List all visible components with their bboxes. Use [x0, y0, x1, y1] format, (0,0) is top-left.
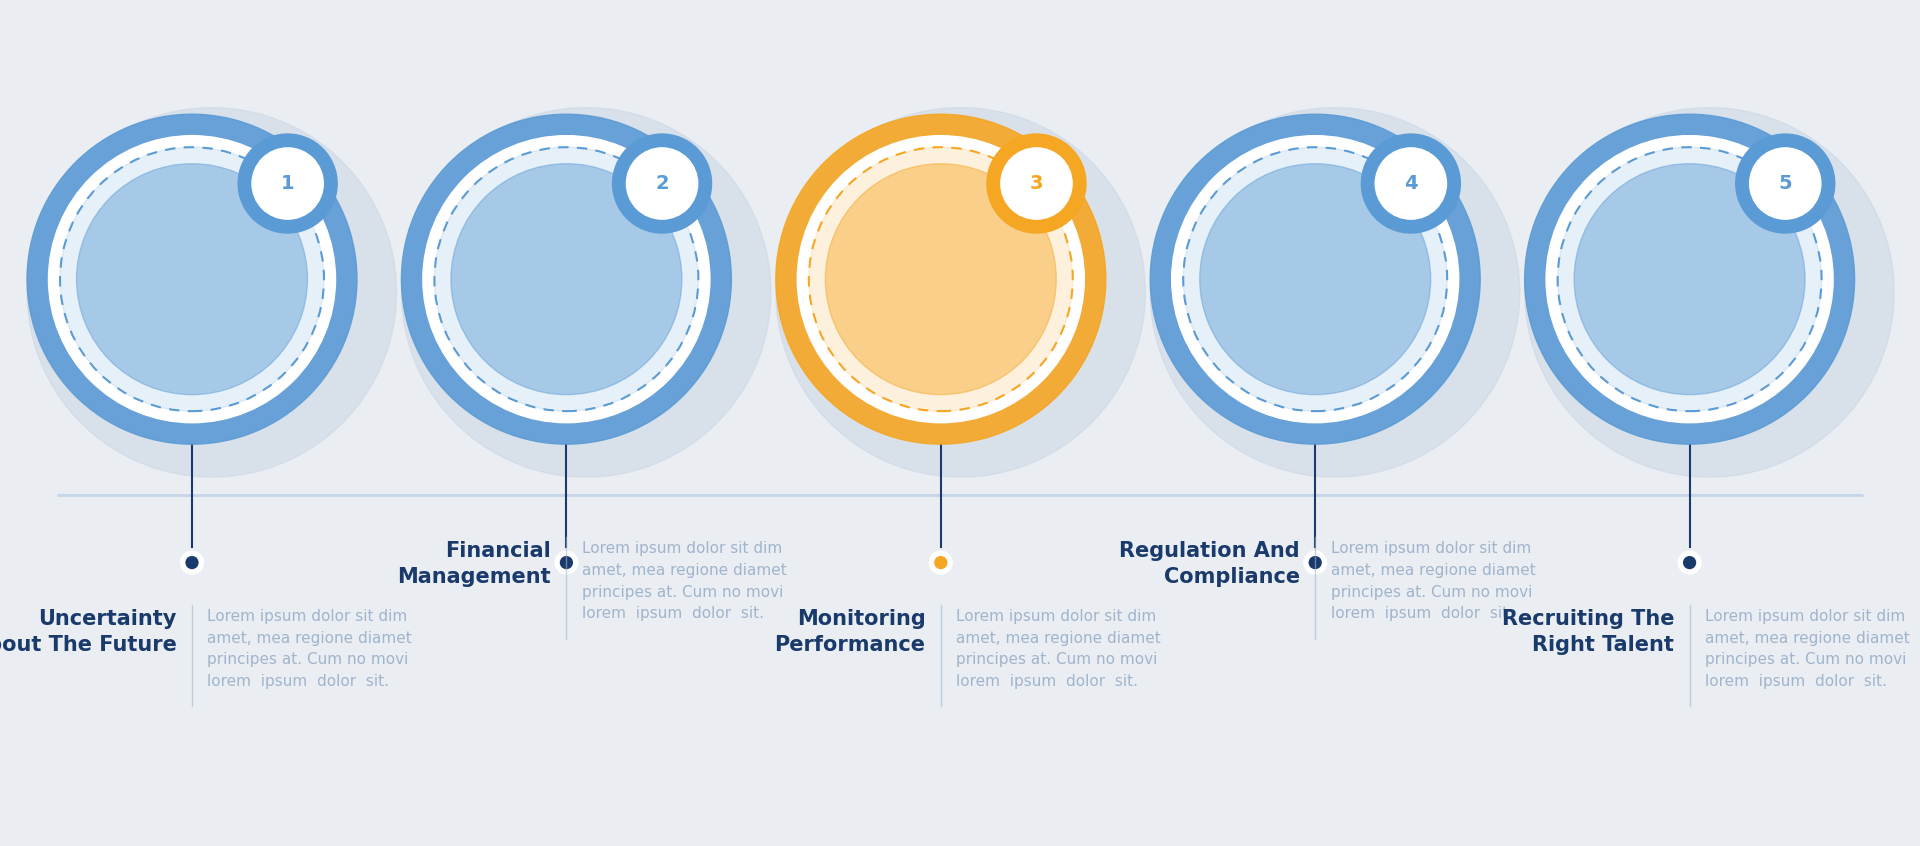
Ellipse shape [401, 107, 772, 477]
Text: Lorem ipsum dolor sit dim
amet, mea regione diamet
principes at. Cum no movi
lor: Lorem ipsum dolor sit dim amet, mea regi… [956, 609, 1162, 689]
Text: Uncertainty
About The Future: Uncertainty About The Future [0, 609, 177, 655]
Ellipse shape [1736, 134, 1836, 233]
Ellipse shape [935, 557, 947, 569]
Ellipse shape [1000, 148, 1071, 219]
Ellipse shape [1678, 552, 1701, 574]
Text: Lorem ipsum dolor sit dim
amet, mea regione diamet
principes at. Cum no movi
lor: Lorem ipsum dolor sit dim amet, mea regi… [1705, 609, 1910, 689]
Ellipse shape [186, 557, 198, 569]
Ellipse shape [422, 135, 710, 423]
Ellipse shape [929, 552, 952, 574]
Text: Financial
Management: Financial Management [397, 541, 551, 587]
Ellipse shape [1150, 107, 1521, 477]
Ellipse shape [1524, 107, 1895, 477]
Ellipse shape [451, 163, 682, 394]
Text: 4: 4 [1404, 174, 1417, 193]
Text: Lorem ipsum dolor sit dim
amet, mea regione diamet
principes at. Cum no movi
lor: Lorem ipsum dolor sit dim amet, mea regi… [1331, 541, 1536, 621]
Text: Lorem ipsum dolor sit dim
amet, mea regione diamet
principes at. Cum no movi
lor: Lorem ipsum dolor sit dim amet, mea regi… [582, 541, 787, 621]
Ellipse shape [612, 134, 712, 233]
Text: Recruiting The
Right Talent: Recruiting The Right Talent [1501, 609, 1674, 655]
Ellipse shape [434, 147, 699, 411]
Text: Lorem ipsum dolor sit dim
amet, mea regione diamet
principes at. Cum no movi
lor: Lorem ipsum dolor sit dim amet, mea regi… [207, 609, 413, 689]
Text: Regulation And
Compliance: Regulation And Compliance [1119, 541, 1300, 587]
Ellipse shape [1200, 163, 1430, 394]
Ellipse shape [1375, 148, 1446, 219]
Text: 2: 2 [655, 174, 668, 193]
Ellipse shape [1309, 557, 1321, 569]
Ellipse shape [808, 147, 1073, 411]
Ellipse shape [561, 557, 572, 569]
Text: Monitoring
Performance: Monitoring Performance [774, 609, 925, 655]
Ellipse shape [60, 147, 324, 411]
Text: 1: 1 [280, 174, 294, 193]
Ellipse shape [626, 148, 697, 219]
Ellipse shape [77, 163, 307, 394]
Ellipse shape [1749, 148, 1820, 219]
Text: 5: 5 [1778, 174, 1791, 193]
Ellipse shape [48, 135, 336, 423]
Ellipse shape [27, 114, 357, 444]
Ellipse shape [252, 148, 323, 219]
Ellipse shape [1183, 147, 1448, 411]
Ellipse shape [180, 552, 204, 574]
Ellipse shape [1524, 114, 1855, 444]
Ellipse shape [1304, 552, 1327, 574]
Text: 3: 3 [1029, 174, 1043, 193]
Ellipse shape [27, 107, 397, 477]
Ellipse shape [797, 135, 1085, 423]
Ellipse shape [1150, 114, 1480, 444]
Ellipse shape [1684, 557, 1695, 569]
Ellipse shape [1574, 163, 1805, 394]
Ellipse shape [238, 134, 338, 233]
Ellipse shape [401, 114, 732, 444]
Ellipse shape [776, 114, 1106, 444]
Ellipse shape [555, 552, 578, 574]
Ellipse shape [1361, 134, 1461, 233]
Ellipse shape [987, 134, 1087, 233]
Ellipse shape [1171, 135, 1459, 423]
Ellipse shape [1546, 135, 1834, 423]
Ellipse shape [1557, 147, 1822, 411]
Ellipse shape [776, 107, 1146, 477]
Ellipse shape [826, 163, 1056, 394]
